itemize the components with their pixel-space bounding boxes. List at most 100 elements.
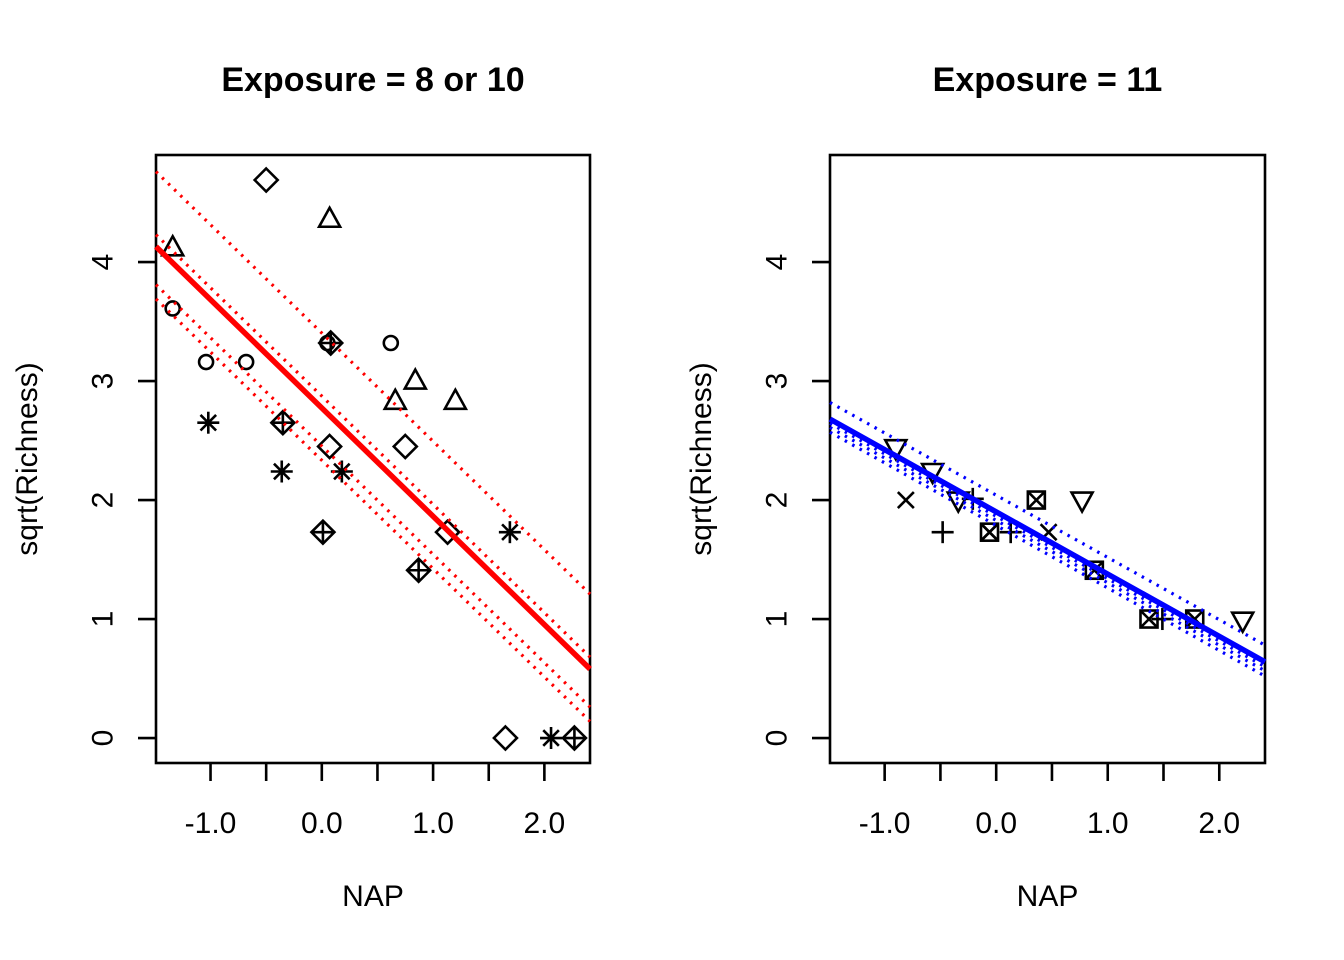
marker-circle [197,353,215,371]
square-x-stroke [980,522,999,542]
marker-plus [931,521,954,544]
square-shape [979,522,1000,542]
marker-diamond-plus [561,724,588,752]
x-tick-label: 0.0 [975,807,1017,840]
diamond-shape [492,724,519,752]
y-axis-label-left: sqrt(Richness) [11,362,44,556]
panel-title-left: Exposure = 8 or 10 [221,61,525,99]
circle-shape [382,334,400,352]
y-tick-label: 2 [87,492,120,509]
marker-diamond-plus [309,518,337,546]
panel-title-right: Exposure = 11 [932,61,1163,99]
marker-triangle-down [1069,491,1095,515]
triangle-up-shape [442,387,469,411]
asterisk-stroke [542,729,560,747]
y-tick-label: 4 [761,254,794,271]
diamond-shape [434,518,461,546]
marker-diamond-plus [269,409,297,437]
marker-triangle-down [1229,611,1256,635]
fit-line [828,416,1267,665]
y-tick-label: 1 [761,611,794,628]
y-tick-label: 0 [761,730,794,747]
marker-circle [237,353,255,371]
circle-shape [197,353,215,371]
marker-asterisk [540,727,563,750]
x-tick-label: 1.0 [412,807,454,840]
x-tick-label: 2.0 [1198,807,1240,840]
marker-diamond-plus [405,556,432,584]
square-shape [1026,490,1047,510]
marker-asterisk [270,460,293,483]
triangle-down-shape [1069,491,1095,515]
marker-diamond-plus [317,329,345,357]
plot-frame [154,153,592,765]
marker-diamond [391,433,419,460]
marker-asterisk [197,411,220,434]
marker-plus [1151,608,1174,631]
square-x-stroke [1026,490,1046,510]
marker-diamond [434,518,461,546]
marker-triangle-up [316,205,343,229]
triangle-down-shape [883,438,909,462]
y-tick-label: 1 [87,611,120,628]
panel-left: -1.0 0.0 1.0 2.0 0 1 2 3 4 [87,153,592,840]
marker-triangle-up [442,387,469,411]
square-shape [1139,609,1159,629]
x-axis-label-right: NAP [1016,880,1079,913]
x-tick-label: 0.0 [301,807,343,840]
asterisk-stroke [273,462,291,481]
x-tick-label: -1.0 [185,807,237,840]
marker-asterisk [498,521,521,544]
marker-triangle-up [382,387,408,411]
group-fit-line [154,233,592,659]
diamond-shape [252,166,280,194]
group-fit-line [829,401,1266,647]
circle-shape [164,300,181,317]
y-tick-label: 0 [87,730,120,747]
plot-frame [828,153,1267,765]
marker-circle [164,300,181,317]
x-axis-label-left: NAP [342,880,404,913]
square-x-stroke [1084,560,1104,580]
asterisk-stroke [199,413,218,432]
triangle-down-shape [1229,611,1256,635]
y-axis-label-right: sqrt(Richness) [685,362,718,556]
asterisk-stroke [333,462,351,481]
group-fit-line [154,297,592,723]
group-fit-line [829,430,1266,678]
triangle-up-shape [402,366,428,390]
marker-triangle-down [883,438,909,462]
y-tick-label: 4 [87,254,120,271]
triangle-up-shape [159,233,186,257]
marker-square-x [979,522,1000,542]
y-tick-label: 2 [761,492,794,509]
marker-diamond [492,724,519,752]
x-stroke [896,491,915,509]
square-x-stroke [1185,609,1205,629]
marker-circle [382,334,400,352]
y-tick-label: 3 [761,373,794,390]
group-fit-line [154,170,592,596]
circle-shape [237,353,255,371]
panel-right: -1.0 0.0 1.0 2.0 0 1 2 3 4 [761,153,1267,840]
x-tick-label: -1.0 [859,807,911,840]
triangle-up-shape [316,205,343,229]
marker-square-x [1139,609,1159,629]
marker-diamond [252,166,280,194]
marker-x [896,491,915,509]
y-tick-label: 3 [87,373,120,390]
marker-triangle-up [159,233,186,257]
x-tick-label: 2.0 [524,807,566,840]
marker-triangle-up [402,366,428,390]
triangle-up-shape [382,387,408,411]
group-fit-line [154,283,592,709]
marker-diamond [316,433,343,460]
fit-line [154,244,592,671]
diamond-shape [391,433,419,460]
group-fit-line [829,426,1266,673]
x-tick-label: 1.0 [1087,807,1129,840]
square-x-stroke [1139,609,1159,629]
diamond-shape [316,433,343,460]
